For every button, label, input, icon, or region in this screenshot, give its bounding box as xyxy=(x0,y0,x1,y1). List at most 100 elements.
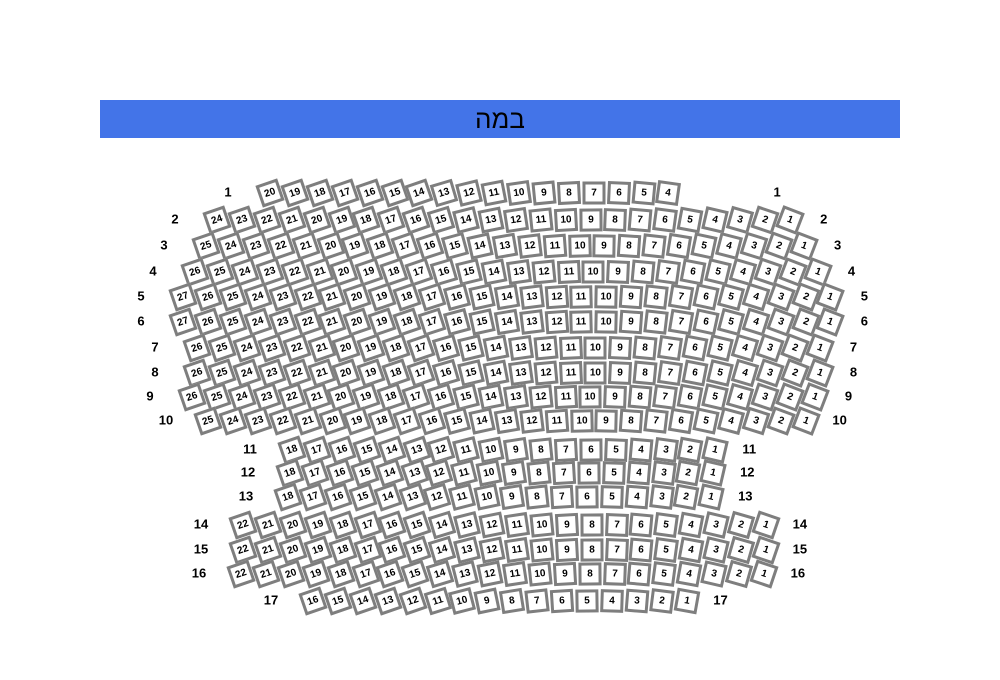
seat-row9-num21[interactable]: 21 xyxy=(301,382,332,412)
seat-row1-num12[interactable]: 12 xyxy=(455,179,484,207)
seat-row4-num12[interactable]: 12 xyxy=(531,259,557,285)
seat-row16-num11[interactable]: 11 xyxy=(501,560,529,588)
seat-row3-num18[interactable]: 18 xyxy=(365,231,395,261)
seat-row8-num13[interactable]: 13 xyxy=(507,359,534,387)
seat-row6-num5[interactable]: 5 xyxy=(716,307,745,337)
seat-row5-num26[interactable]: 26 xyxy=(193,282,223,312)
seat-row5-num11[interactable]: 11 xyxy=(569,285,594,309)
seat-row11-num6[interactable]: 6 xyxy=(579,438,603,462)
seat-row7-num10[interactable]: 10 xyxy=(583,336,607,360)
seat-row9-num15[interactable]: 15 xyxy=(451,383,480,411)
seat-row3-num8[interactable]: 8 xyxy=(617,233,642,259)
seat-row16-num6[interactable]: 6 xyxy=(626,561,652,587)
seat-row13-num13[interactable]: 13 xyxy=(397,482,428,512)
seat-row15-num12[interactable]: 12 xyxy=(478,536,506,564)
seat-row2-num10[interactable]: 10 xyxy=(553,207,578,233)
seat-row3-num13[interactable]: 13 xyxy=(491,232,519,260)
seat-row16-num1[interactable]: 1 xyxy=(749,559,779,589)
seat-row13-num5[interactable]: 5 xyxy=(599,485,624,509)
seat-row4-num2[interactable]: 2 xyxy=(777,257,808,287)
seat-row12-num8[interactable]: 8 xyxy=(526,460,552,486)
seat-row14-num19[interactable]: 19 xyxy=(303,510,333,540)
seat-row2-num13[interactable]: 13 xyxy=(477,206,505,234)
seat-row6-num27[interactable]: 27 xyxy=(168,307,198,337)
seat-row5-num19[interactable]: 19 xyxy=(367,282,397,312)
seat-row1-num14[interactable]: 14 xyxy=(404,178,435,208)
seat-row6-num17[interactable]: 17 xyxy=(417,307,447,337)
seat-row10-num13[interactable]: 13 xyxy=(493,407,521,435)
seat-row13-num18[interactable]: 18 xyxy=(273,482,303,512)
seat-row3-num15[interactable]: 15 xyxy=(440,231,470,261)
seat-row5-num20[interactable]: 20 xyxy=(342,282,372,312)
seat-row10-num15[interactable]: 15 xyxy=(442,406,472,436)
seat-row2-num24[interactable]: 24 xyxy=(202,205,232,235)
seat-row1-num20[interactable]: 20 xyxy=(255,178,285,208)
seat-row11-num9[interactable]: 9 xyxy=(502,436,530,464)
seat-row17-num4[interactable]: 4 xyxy=(599,589,624,613)
seat-row5-num1[interactable]: 1 xyxy=(815,282,846,312)
seat-row13-num17[interactable]: 17 xyxy=(298,482,328,512)
seat-row16-num13[interactable]: 13 xyxy=(451,560,480,588)
seat-row6-num8[interactable]: 8 xyxy=(643,309,669,335)
seat-row6-num4[interactable]: 4 xyxy=(741,307,771,337)
seat-row16-num8[interactable]: 8 xyxy=(577,562,602,586)
seat-row4-num15[interactable]: 15 xyxy=(454,258,483,286)
seat-row10-num5[interactable]: 5 xyxy=(692,407,720,435)
seat-row5-num10[interactable]: 10 xyxy=(594,285,619,309)
seat-row16-num21[interactable]: 21 xyxy=(251,559,281,589)
seat-row14-num7[interactable]: 7 xyxy=(604,513,629,537)
seat-row14-num8[interactable]: 8 xyxy=(580,513,604,537)
seat-row5-num6[interactable]: 6 xyxy=(692,283,720,311)
seat-row13-num7[interactable]: 7 xyxy=(549,484,575,510)
seat-row4-num21[interactable]: 21 xyxy=(304,257,335,287)
seat-row10-num8[interactable]: 8 xyxy=(619,408,644,434)
seat-row4-num5[interactable]: 5 xyxy=(704,258,732,286)
seat-row6-num6[interactable]: 6 xyxy=(692,308,720,336)
seat-row9-num12[interactable]: 12 xyxy=(527,384,554,410)
seat-row6-num1[interactable]: 1 xyxy=(815,307,846,337)
seat-row16-num3[interactable]: 3 xyxy=(700,560,728,588)
seat-row2-num11[interactable]: 11 xyxy=(528,207,554,233)
seat-row6-num9[interactable]: 9 xyxy=(618,309,644,335)
seat-row3-num25[interactable]: 25 xyxy=(191,231,221,261)
seat-row3-num10[interactable]: 10 xyxy=(567,234,592,258)
seat-row2-num2[interactable]: 2 xyxy=(750,205,780,235)
seat-row3-num16[interactable]: 16 xyxy=(415,231,445,261)
seat-row7-num11[interactable]: 11 xyxy=(558,335,583,361)
seat-row13-num14[interactable]: 14 xyxy=(372,482,403,512)
seat-row5-num14[interactable]: 14 xyxy=(493,283,520,311)
seat-row17-num16[interactable]: 16 xyxy=(298,586,328,616)
seat-row4-num7[interactable]: 7 xyxy=(655,259,682,285)
seat-row16-num2[interactable]: 2 xyxy=(724,559,754,589)
seat-row14-num21[interactable]: 21 xyxy=(253,510,283,540)
seat-row6-num21[interactable]: 21 xyxy=(317,307,348,337)
seat-row16-num10[interactable]: 10 xyxy=(527,561,553,587)
seat-row14-num2[interactable]: 2 xyxy=(726,510,756,540)
seat-row7-num2[interactable]: 2 xyxy=(779,333,810,363)
seat-row13-num10[interactable]: 10 xyxy=(473,483,501,511)
seat-row2-num4[interactable]: 4 xyxy=(701,206,729,234)
seat-row17-num8[interactable]: 8 xyxy=(499,587,526,615)
seat-row7-num8[interactable]: 8 xyxy=(632,335,658,361)
seat-row10-num19[interactable]: 19 xyxy=(342,406,373,436)
seat-row12-num7[interactable]: 7 xyxy=(551,460,577,486)
seat-row9-num16[interactable]: 16 xyxy=(426,382,456,412)
seat-row1-num10[interactable]: 10 xyxy=(505,179,533,207)
seat-row5-num2[interactable]: 2 xyxy=(790,282,821,312)
seat-row5-num16[interactable]: 16 xyxy=(442,282,472,312)
seat-row13-num15[interactable]: 15 xyxy=(348,482,378,512)
seat-row9-num8[interactable]: 8 xyxy=(627,384,653,410)
seat-row9-num23[interactable]: 23 xyxy=(252,382,282,412)
seat-row14-num12[interactable]: 12 xyxy=(478,511,506,539)
seat-row15-num4[interactable]: 4 xyxy=(677,536,705,564)
seat-row6-num11[interactable]: 11 xyxy=(569,310,594,334)
seat-row10-num17[interactable]: 17 xyxy=(392,406,422,436)
seat-row5-num5[interactable]: 5 xyxy=(716,282,745,312)
seat-row8-num7[interactable]: 7 xyxy=(657,359,684,387)
seat-row2-num14[interactable]: 14 xyxy=(452,206,480,234)
seat-row15-num9[interactable]: 9 xyxy=(554,537,579,563)
seat-row6-num10[interactable]: 10 xyxy=(594,310,619,334)
seat-row14-num5[interactable]: 5 xyxy=(653,512,680,538)
seat-row3-num23[interactable]: 23 xyxy=(241,231,271,261)
seat-row5-num4[interactable]: 4 xyxy=(741,282,771,312)
